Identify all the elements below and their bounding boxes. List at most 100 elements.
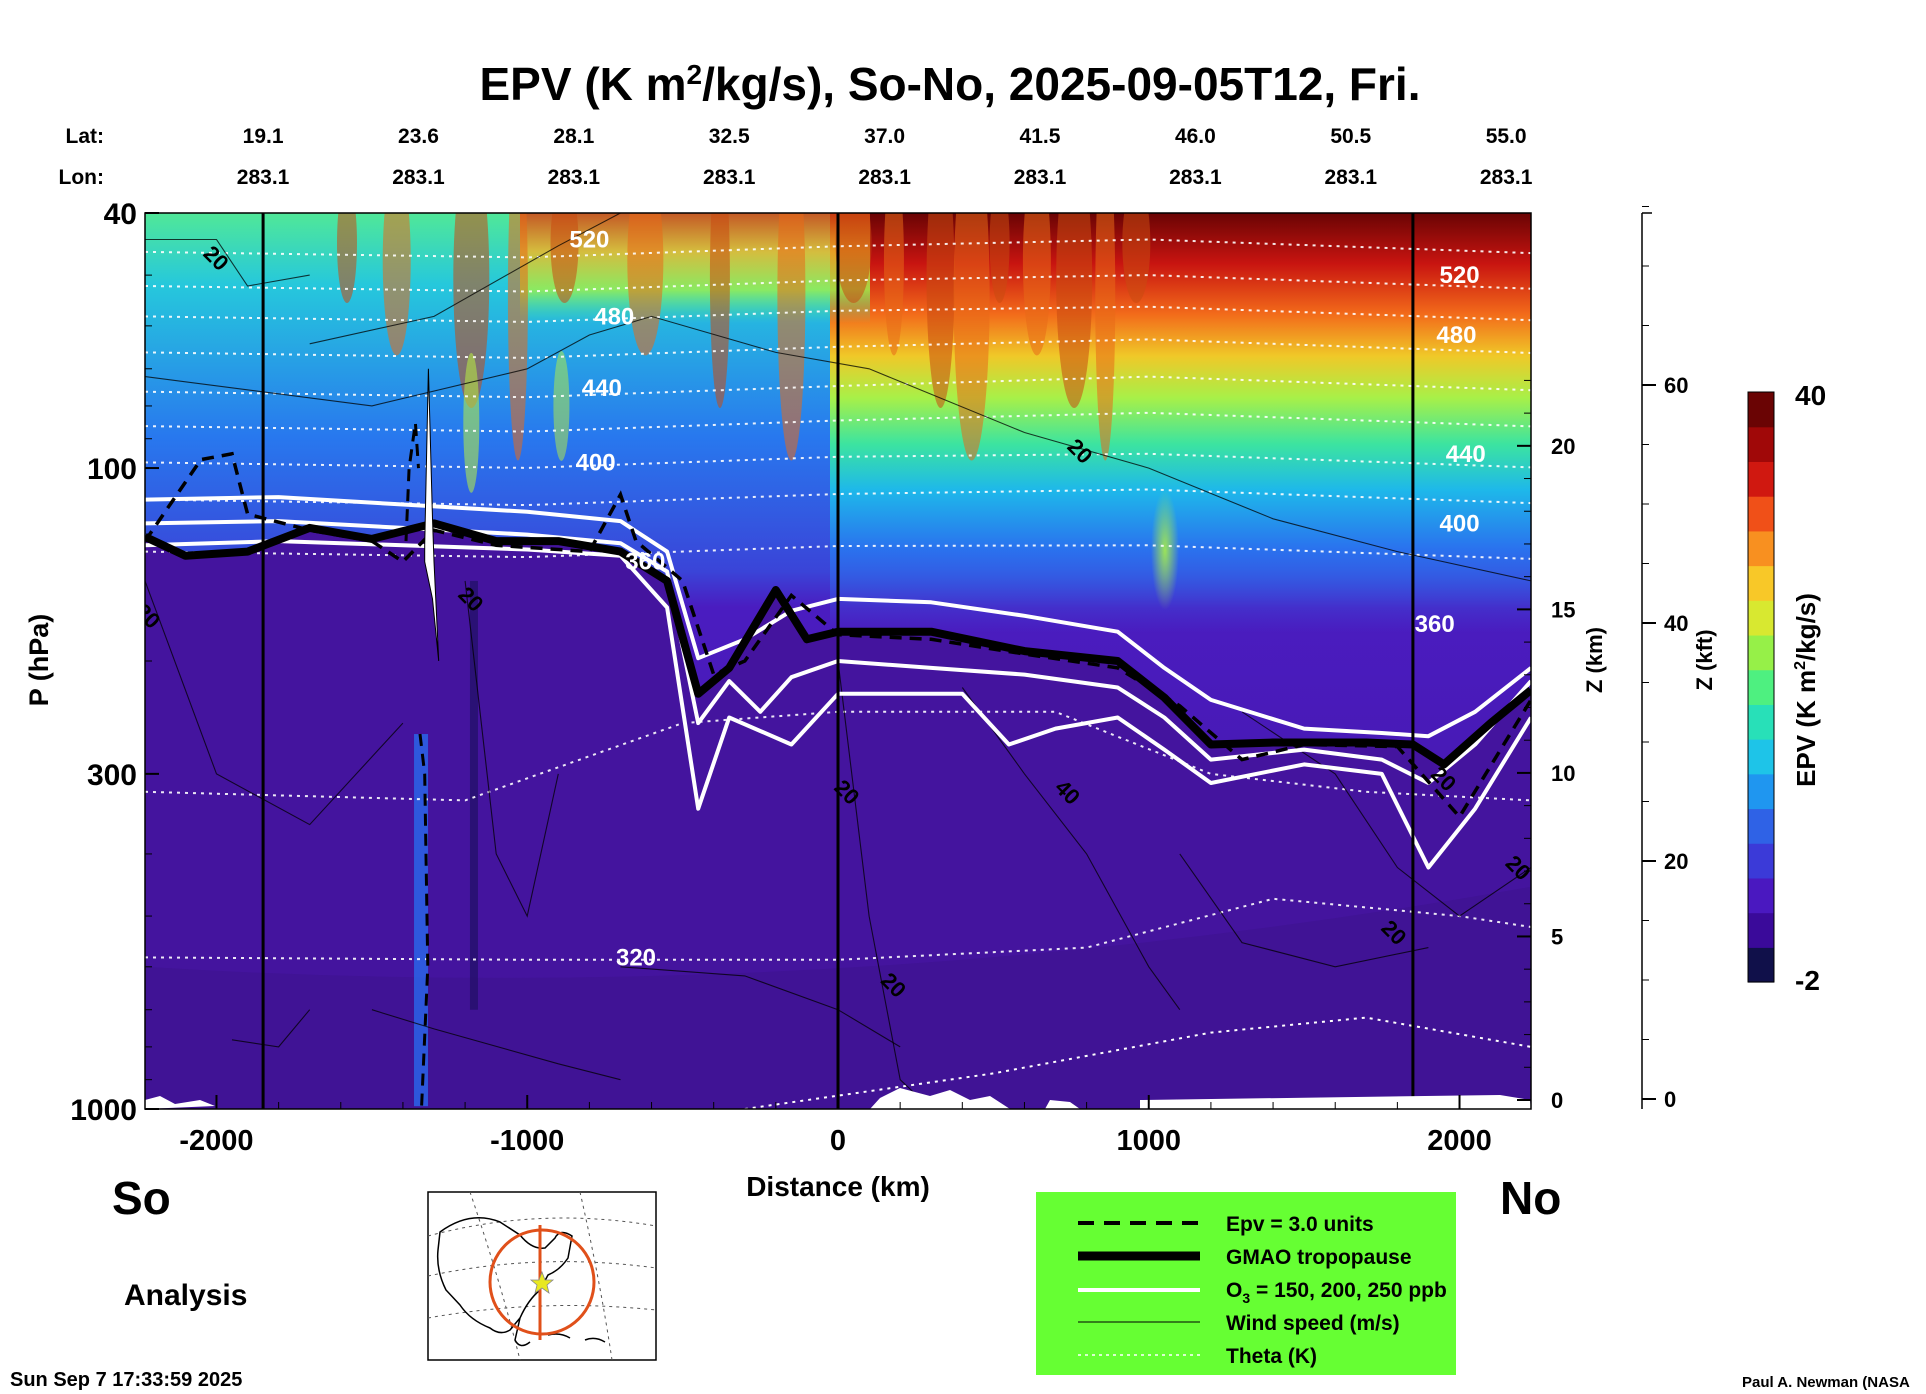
theta-label: 440 <box>582 375 622 402</box>
wind-contour <box>961 687 1181 1011</box>
north-label: No <box>1500 1172 1561 1224</box>
colorbar-segment <box>1748 634 1774 671</box>
lat-row-label: Lat: <box>66 125 105 148</box>
epv-plume <box>1095 213 1116 461</box>
epv-plume <box>507 213 528 461</box>
lon-value: 283.1 <box>1014 166 1067 189</box>
z-kft-tick-label: 60 <box>1664 373 1688 398</box>
epv-plumes <box>336 213 1151 493</box>
legend-label-theta: Theta (K) <box>1226 1345 1317 1368</box>
legend-label-tropopause: GMAO tropopause <box>1226 1246 1412 1269</box>
wind-contour <box>620 966 901 1048</box>
chart-title: EPV (K m2/kg/s), So-No, 2025-09-05T12, F… <box>480 58 1421 110</box>
z-km-tick-label: 0 <box>1551 1088 1563 1113</box>
colorbar-segment <box>1748 461 1774 497</box>
wind-contour <box>1179 853 1429 968</box>
lon-value: 283.1 <box>1169 166 1222 189</box>
epv-3-contour-line <box>145 451 1531 820</box>
lon-value: 283.1 <box>858 166 911 189</box>
z-km-tick-label: 5 <box>1551 924 1563 949</box>
epv-column <box>414 734 429 1107</box>
z-km-axis-label: Z (km) <box>1582 627 1607 693</box>
lat-value: 19.1 <box>243 125 284 148</box>
theta-label: 320 <box>616 944 656 971</box>
colorbar-frame <box>1747 391 1775 983</box>
epv-plume <box>989 213 1010 303</box>
legend: Epv = 3.0 units GMAO tropopause O3 = 150… <box>1036 1192 1456 1375</box>
z-kft-axis: 0 20 40 60 <box>1641 206 1688 1112</box>
lat-value: 37.0 <box>864 125 905 148</box>
epv-plume <box>777 213 806 461</box>
z-km-tick-label: 10 <box>1551 761 1575 786</box>
z-km-tick-label: 20 <box>1551 434 1575 459</box>
lat-value: 41.5 <box>1020 125 1061 148</box>
z-km-tick-label: 15 <box>1551 597 1575 622</box>
legend-label-ozone: O3 = 150, 200, 250 ppb <box>1226 1279 1447 1306</box>
x-tick-label: 1000 <box>1117 1125 1182 1157</box>
epv-plume <box>463 352 480 493</box>
wind-contour <box>1241 711 1531 917</box>
theta-label: 400 <box>1440 510 1480 537</box>
white-spike <box>424 368 440 662</box>
inset-map <box>427 1191 657 1361</box>
credit: Paul A. Newman (NASA <box>1742 1374 1910 1391</box>
colorbar-segment <box>1748 877 1774 914</box>
surface-white-patches <box>145 1088 1531 1109</box>
wind-contour <box>145 238 310 287</box>
theta-labels: 520 480 440 400 360 320 520 480 440 400 360 <box>569 227 1485 972</box>
colorbar-segment <box>1748 565 1774 601</box>
legend-label-wind: Wind speed (m/s) <box>1226 1312 1400 1335</box>
star-icon <box>529 1270 555 1294</box>
lon-value: 283.1 <box>237 166 290 189</box>
epv-columns <box>414 580 478 1107</box>
colorbar-segment <box>1748 392 1774 428</box>
timestamp: Sun Sep 7 17:33:59 2025 <box>10 1369 242 1391</box>
epv-plume <box>453 213 490 408</box>
z-kft-tick-label: 40 <box>1664 611 1688 636</box>
epv-plume <box>1122 213 1151 303</box>
lon-value: 283.1 <box>392 166 445 189</box>
lon-row-label: Lon: <box>59 166 104 189</box>
z-km-axis: 0 5 10 15 20 <box>1517 379 1575 1113</box>
colorbar-min-label: -2 <box>1795 965 1820 996</box>
epv-plume <box>835 213 872 303</box>
y-tick-label: 40 <box>104 198 137 231</box>
lat-value: 28.1 <box>553 125 594 148</box>
theta-label: 520 <box>569 227 609 254</box>
inset-map-range-circle <box>488 1228 596 1336</box>
epv-plume <box>627 213 664 356</box>
theta-label: 440 <box>1446 441 1486 468</box>
wind-contour <box>231 1009 311 1048</box>
colorbar-segment <box>1748 426 1774 463</box>
colorbar-max-label: 40 <box>1795 380 1826 411</box>
colorbar-segment <box>1748 669 1774 705</box>
wind-contour <box>309 213 621 345</box>
epv-plume <box>553 350 570 461</box>
south-label: So <box>112 1172 171 1224</box>
wind-contour <box>371 1009 621 1081</box>
epv-plume <box>926 213 955 408</box>
colorbar-segment <box>1748 843 1774 879</box>
lon-value: 283.1 <box>548 166 601 189</box>
colorbar-segment <box>1748 808 1774 844</box>
epv-3-contour-line <box>404 422 420 542</box>
z-kft-tick-label: 20 <box>1664 849 1688 874</box>
y-axis: 40 100 300 1000 <box>70 198 159 1127</box>
legend-label-epv: Epv = 3.0 units <box>1226 1213 1374 1236</box>
z-kft-axis-label: Z (kft) <box>1692 629 1717 690</box>
epv-green-streak <box>1151 490 1179 610</box>
x-tick-label: -1000 <box>490 1125 564 1157</box>
wind-contour <box>464 580 559 918</box>
colorbar-segment <box>1748 739 1774 775</box>
lat-value: 50.5 <box>1330 125 1371 148</box>
x-tick-label: 2000 <box>1427 1125 1492 1157</box>
epv-plume <box>1022 213 1051 356</box>
colorbar-segment <box>1748 704 1774 740</box>
ozone-contour <box>145 495 1531 739</box>
epv-3-contour-line <box>418 733 430 1109</box>
epv-mid-stratosphere <box>520 213 870 323</box>
gmao-tropopause-line <box>145 519 1531 769</box>
colorbar-segment <box>1748 600 1774 636</box>
lon-value: 283.1 <box>1480 166 1533 189</box>
